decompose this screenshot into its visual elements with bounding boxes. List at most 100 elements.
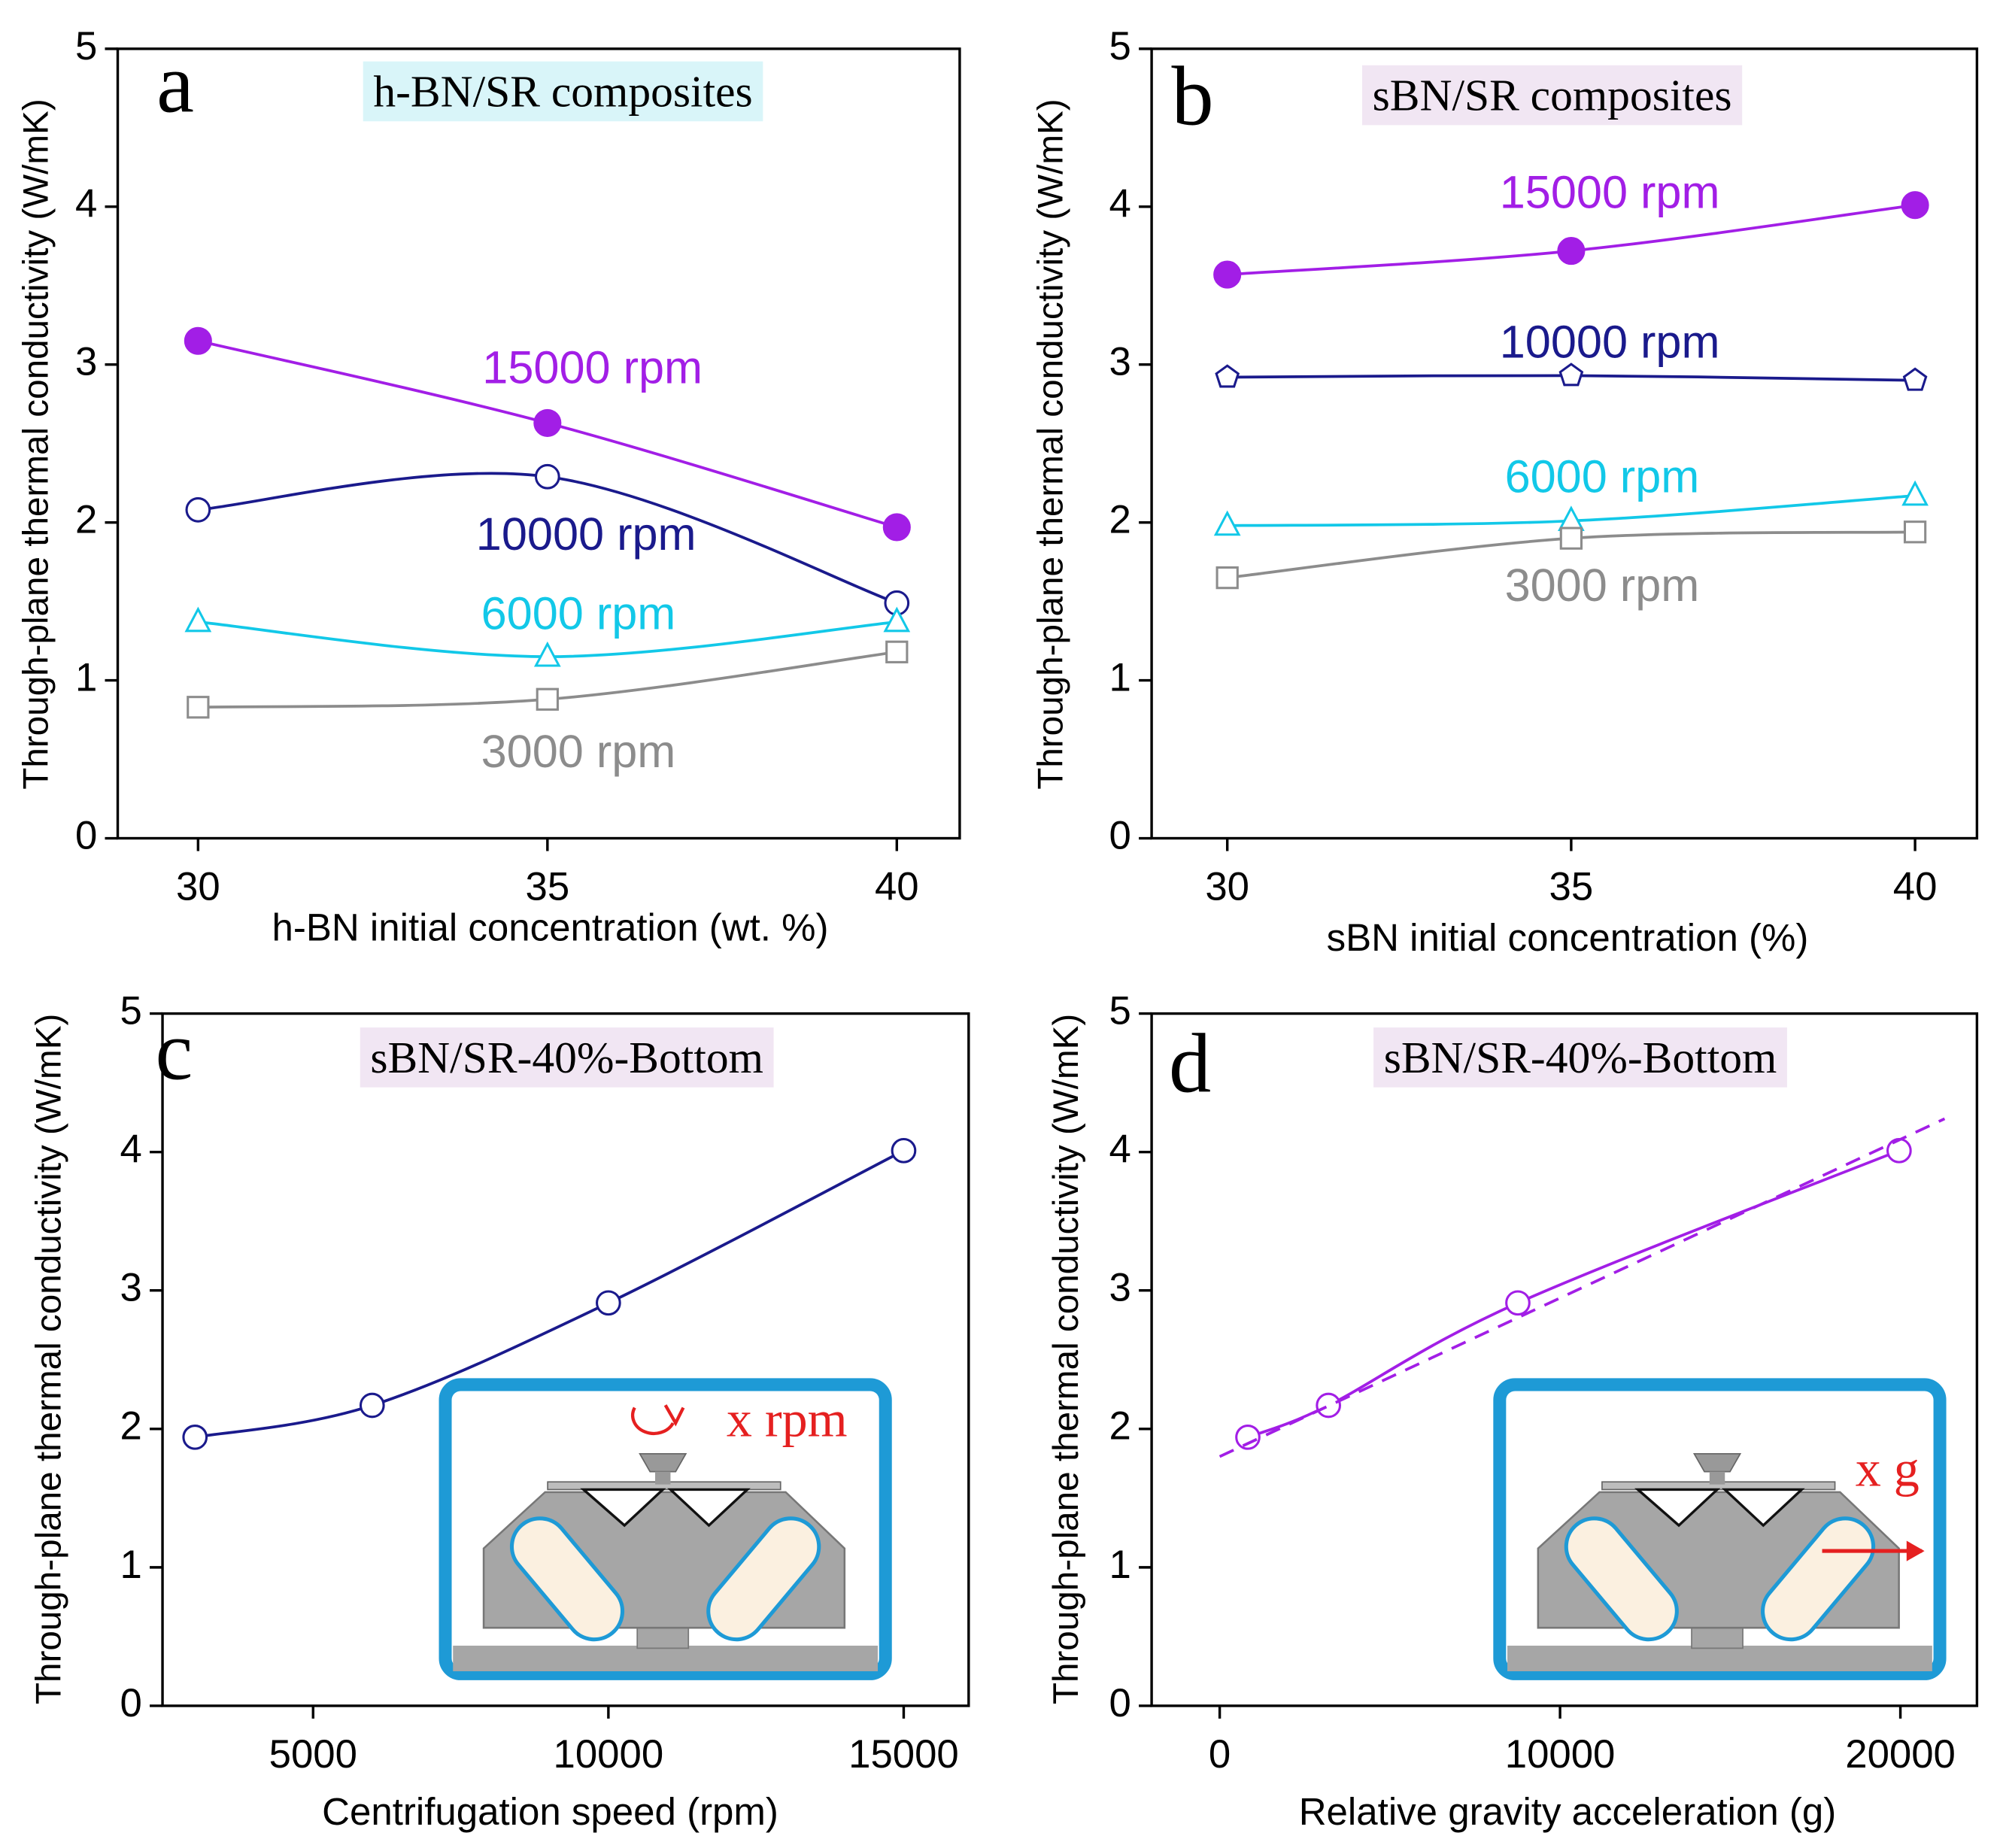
x-tick-label: 20000	[1845, 1732, 1956, 1777]
marker	[1901, 191, 1929, 220]
x-axis-label: Centrifugation speed (rpm)	[322, 1790, 778, 1833]
x-tick-label: 10000	[1505, 1732, 1616, 1777]
series-label: 3000 rpm	[1505, 560, 1700, 611]
y-tick-label: 4	[1109, 182, 1131, 226]
marker	[534, 463, 560, 490]
y-tick-label: 1	[1109, 656, 1131, 700]
marker	[1559, 526, 1583, 550]
x-tick-label: 15000	[848, 1732, 959, 1777]
panel-label: c	[155, 1005, 193, 1098]
x-tick-label: 30	[176, 864, 220, 909]
series-label: 10000 rpm	[1500, 317, 1720, 368]
chart-title: h-BN/SR composites	[373, 66, 752, 116]
inset-c	[439, 1378, 892, 1680]
series-label: 6000 rpm	[1505, 451, 1700, 502]
series-label: 15000 rpm	[1500, 167, 1720, 218]
inset-label: x rpm	[727, 1390, 848, 1447]
x-tick-label: 35	[1549, 864, 1594, 909]
marker	[1215, 364, 1240, 388]
inset-d	[1493, 1378, 1947, 1680]
series-label: 6000 rpm	[481, 587, 676, 639]
marker	[1213, 260, 1242, 289]
y-tick-label: 5	[120, 989, 142, 1033]
plot-frame	[1150, 47, 1979, 840]
y-tick-label: 5	[1109, 989, 1131, 1033]
marker	[187, 696, 210, 719]
title-box	[360, 1027, 774, 1088]
x-tick-label: 5000	[269, 1732, 357, 1777]
marker	[1886, 1137, 1912, 1164]
marker	[359, 1392, 385, 1419]
marker	[1901, 480, 1929, 506]
x-tick-label: 40	[875, 864, 919, 909]
plot-frame	[1150, 1012, 1979, 1707]
marker	[1316, 1392, 1342, 1419]
marker	[184, 326, 212, 355]
title-box	[1373, 1027, 1787, 1088]
x-axis-label: sBN initial concentration (%)	[1327, 916, 1809, 959]
title-box	[363, 61, 763, 122]
x-axis-label: h-BN initial concentration (wt. %)	[272, 906, 829, 948]
marker	[1903, 520, 1927, 544]
marker	[1505, 1290, 1531, 1316]
panel-label: a	[156, 37, 194, 130]
marker	[885, 640, 909, 663]
marker	[182, 1425, 208, 1450]
y-tick-label: 0	[1109, 1681, 1131, 1725]
marker	[533, 408, 562, 437]
series-label: 10000 rpm	[476, 508, 697, 560]
x-tick-label: 10000	[554, 1732, 664, 1777]
marker	[1558, 505, 1585, 531]
marker	[185, 497, 211, 523]
y-tick-label: 4	[120, 1127, 142, 1172]
y-tick-label: 0	[120, 1681, 142, 1725]
marker	[596, 1290, 621, 1316]
series-label: 15000 rpm	[482, 342, 703, 393]
y-tick-label: 1	[75, 656, 97, 700]
y-tick-label: 0	[75, 813, 97, 857]
y-tick-label: 2	[1109, 498, 1131, 542]
marker	[1902, 367, 1928, 391]
marker	[184, 606, 212, 633]
panel-label: b	[1171, 50, 1213, 143]
x-axis-label: Relative gravity acceleration (g)	[1299, 1790, 1837, 1833]
y-axis-label: Through-plane thermal conductivity (W/mK…	[1046, 1014, 1086, 1704]
y-tick-label: 5	[75, 24, 97, 68]
y-tick-label: 2	[120, 1404, 142, 1449]
y-tick-label: 0	[1109, 813, 1131, 857]
y-axis-label: Through-plane thermal conductivity (W/mK…	[17, 99, 56, 789]
marker	[1213, 510, 1241, 536]
x-tick-label: 40	[1893, 864, 1938, 909]
series-label: 3000 rpm	[481, 726, 676, 777]
chart-title: sBN/SR composites	[1373, 71, 1732, 120]
x-tick-label: 30	[1205, 864, 1249, 909]
y-axis-label: Through-plane thermal conductivity (W/mK…	[29, 1014, 69, 1704]
fit-line	[1219, 1117, 1946, 1458]
y-tick-label: 3	[75, 340, 97, 384]
y-axis-label: Through-plane thermal conductivity (W/mK…	[1031, 99, 1071, 789]
marker	[1557, 237, 1586, 266]
chart-title: sBN/SR-40%-Bottom	[1384, 1033, 1777, 1082]
y-tick-label: 3	[1109, 1266, 1131, 1310]
plot-frame	[116, 47, 961, 840]
y-tick-label: 4	[1109, 1127, 1131, 1172]
chart-title: sBN/SR-40%-Bottom	[370, 1033, 763, 1082]
y-tick-label: 4	[75, 182, 97, 226]
marker	[1235, 1425, 1261, 1450]
y-tick-label: 5	[1109, 24, 1131, 68]
y-tick-label: 1	[1109, 1543, 1131, 1587]
y-tick-label: 1	[120, 1543, 142, 1587]
marker	[533, 641, 561, 667]
marker	[882, 513, 911, 542]
series-line	[194, 1149, 905, 1439]
title-box	[1361, 65, 1743, 126]
marker	[883, 606, 911, 633]
y-tick-label: 2	[1109, 1404, 1131, 1449]
panel-label: d	[1169, 1018, 1211, 1111]
x-tick-label: 35	[526, 864, 570, 909]
y-tick-label: 3	[1109, 340, 1131, 384]
plot-frame	[161, 1012, 970, 1707]
marker	[1558, 363, 1584, 387]
